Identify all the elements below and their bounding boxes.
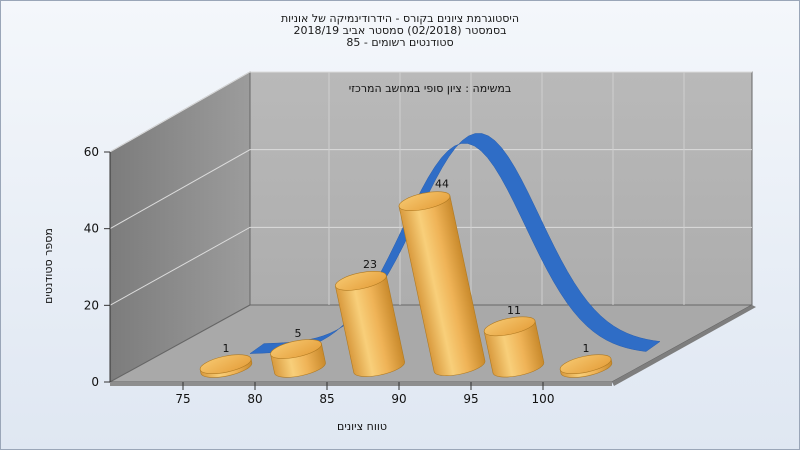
y-tick-label: 40 xyxy=(84,222,99,236)
bar-top xyxy=(483,316,536,337)
gridline xyxy=(109,71,752,153)
y-tick-labels: 0 20 40 60 xyxy=(84,145,111,389)
bar-top xyxy=(199,354,252,375)
chart-title-line-3: סטודנטים רשומים - 85 xyxy=(346,36,454,49)
x-tick-label: 100 xyxy=(532,392,555,406)
data-label: 1 xyxy=(223,342,230,355)
x-tick-labels: 75 80 85 90 95 100 xyxy=(175,382,554,406)
bar-top xyxy=(270,339,322,359)
floor-right-edge xyxy=(612,305,756,386)
y-tick-label: 0 xyxy=(91,375,99,389)
gridline xyxy=(109,226,752,306)
bar: 44 xyxy=(398,177,486,376)
bar: 1 xyxy=(559,342,613,378)
bar: 23 xyxy=(335,258,405,377)
data-label: 44 xyxy=(435,177,449,190)
bar: 1 xyxy=(199,342,253,378)
chart-subtitle: במשימה : ציון סופי במחשב המרכזי xyxy=(349,82,512,95)
data-label: 23 xyxy=(363,258,377,271)
chart-title-line-2: בסמסטר (02/2018) סמסטר אביב 2018/19 xyxy=(293,24,507,37)
back-wall xyxy=(249,71,753,306)
data-label: 5 xyxy=(295,327,302,340)
bar-body xyxy=(335,275,405,377)
bar: 11 xyxy=(483,304,545,378)
x-tick-label: 90 xyxy=(391,392,406,406)
bar: 5 xyxy=(270,327,326,378)
x-axis-label: טווח ציונים xyxy=(337,420,387,433)
x-tick-label: 75 xyxy=(175,392,190,406)
data-label: 11 xyxy=(507,304,521,317)
x-tick-label: 95 xyxy=(463,392,478,406)
y-tick-label: 60 xyxy=(84,145,99,159)
x-tick-label: 80 xyxy=(247,392,262,406)
chart-title-line-1: היסטוגרמת ציונים בקורס - הידרודינמיקה של… xyxy=(280,12,520,25)
bar-top xyxy=(335,270,387,291)
data-label: 1 xyxy=(583,342,590,355)
y-axis-label: מספר סטודנטים xyxy=(42,228,55,304)
x-tick-label: 85 xyxy=(319,392,334,406)
gridlines xyxy=(109,71,752,306)
floor-front-edge xyxy=(110,382,612,386)
y-tick-label: 20 xyxy=(84,298,99,312)
bar-top xyxy=(398,191,451,211)
gridline xyxy=(109,149,752,230)
bar-body xyxy=(398,195,486,376)
bar-top xyxy=(559,354,612,375)
